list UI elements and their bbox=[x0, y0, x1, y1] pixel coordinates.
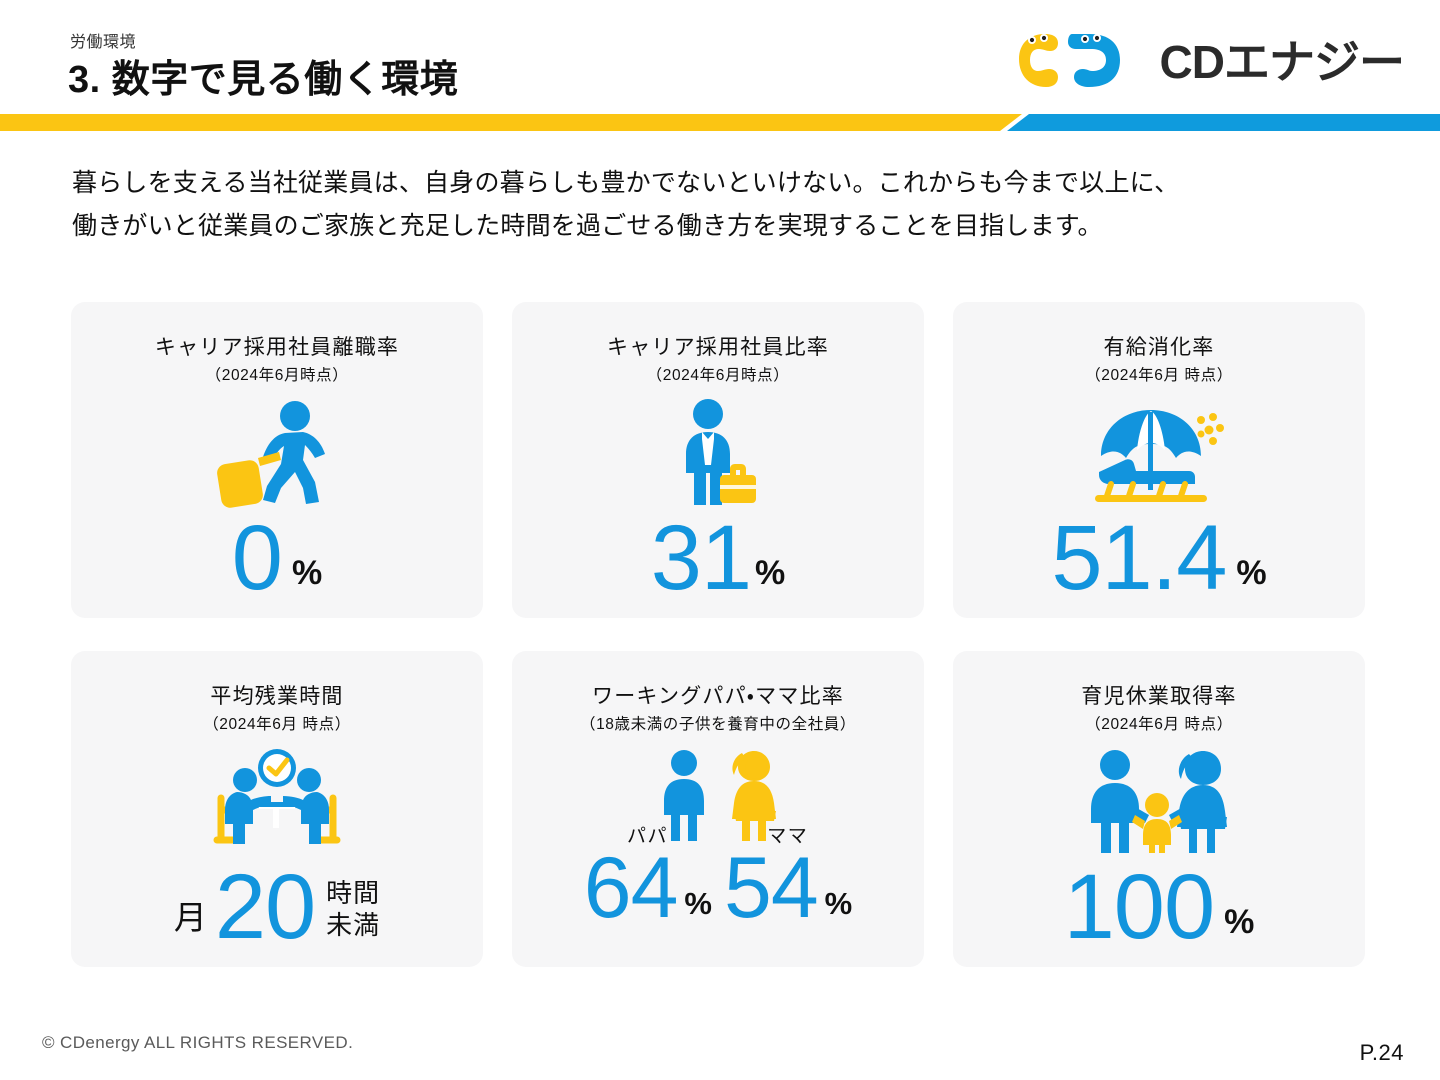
metric-number: 54 bbox=[724, 839, 819, 936]
lead-line-2: 働きがいと従業員のご家族と充足した時間を過ごせる働き方を実現することを目指します… bbox=[72, 212, 1103, 240]
metric-suffix-line-2: 未満 bbox=[326, 910, 381, 940]
metric-number: 100 bbox=[1063, 855, 1215, 958]
man-and-woman-figures-icon bbox=[512, 747, 924, 847]
card-title: 育児休業取得率 bbox=[1081, 685, 1237, 708]
metric-card-career-hire-ratio: キャリア採用社員比率 （2024年6月時点） 31 % bbox=[512, 302, 924, 618]
metric-unit: % bbox=[684, 886, 712, 922]
metric-suffix-line-1: 時間 bbox=[326, 878, 381, 909]
card-title: 平均残業時間 bbox=[210, 685, 344, 708]
metric-card-career-hire-turnover-rate: キャリア採用社員離職率 （2024年6月時点） 0 % bbox=[71, 302, 483, 618]
company-logo: CDエナジー bbox=[1016, 26, 1405, 98]
metric-prefix: 月 bbox=[173, 899, 207, 936]
header-divider-bar bbox=[0, 114, 1440, 131]
two-people-meeting-clock-icon bbox=[71, 747, 483, 859]
card-value: 100 % bbox=[953, 855, 1365, 958]
metric-suffix: 時間 未満 bbox=[326, 878, 380, 941]
card-value: 31 % bbox=[512, 506, 924, 609]
card-value: 51.4 % bbox=[953, 506, 1365, 609]
card-subtitle: （2024年6月 時点） bbox=[1085, 716, 1233, 734]
businessman-with-briefcase-icon bbox=[512, 398, 924, 510]
metric-unit: % bbox=[1236, 554, 1267, 593]
metric-number: 0 bbox=[231, 506, 283, 609]
family-parents-child-icon bbox=[953, 747, 1365, 859]
card-subtitle: （2024年6月 時点） bbox=[203, 716, 351, 734]
section-eyebrow: 労働環境 bbox=[70, 34, 137, 51]
metric-dual-item-mama: ママ 54 % bbox=[724, 826, 853, 936]
walking-person-with-suitcase-icon bbox=[71, 398, 483, 510]
metric-card-working-parents-ratio: ワーキングパパ・ママ比率 （18歳未満の子供を養育中の全社員） パパ 64 % bbox=[512, 651, 924, 967]
metric-card-paid-leave-usage-rate: 有給消化率 （2024年6月 時点） 5 bbox=[953, 302, 1365, 618]
card-title: 有給消化率 bbox=[1103, 336, 1215, 359]
lead-line-1: 暮らしを支える当社従業員は、自身の暮らしも豊かでないといけない。これからも今まで… bbox=[72, 169, 1180, 197]
metric-card-childcare-leave-rate: 育児休業取得率 （2024年6月 時点） bbox=[953, 651, 1365, 967]
card-title: キャリア採用社員比率 bbox=[607, 336, 829, 359]
card-title: ワーキングパパ・ママ比率 bbox=[592, 685, 844, 708]
metric-unit: % bbox=[1224, 903, 1255, 942]
card-value: パパ 64 % ママ 54 % bbox=[512, 826, 924, 936]
card-value: 月 20 時間 未満 bbox=[71, 855, 483, 958]
metric-number: 20 bbox=[214, 855, 316, 958]
card-value: 0 % bbox=[71, 506, 483, 609]
metric-number: 51.4 bbox=[1051, 506, 1227, 609]
card-subtitle: （2024年6月時点） bbox=[205, 367, 349, 385]
logo-wordmark: CDエナジー bbox=[1159, 36, 1405, 88]
card-subtitle: （2024年6月 時点） bbox=[1085, 367, 1233, 385]
slide-header: 労働環境 3. 数字で見る働く環境 CDエナジー bbox=[0, 0, 1440, 131]
metric-dual-item-papa: パパ 64 % bbox=[583, 826, 712, 936]
cd-mascot-logo-icon bbox=[1018, 34, 1120, 87]
metric-unit: % bbox=[824, 886, 853, 922]
metric-card-average-overtime-hours: 平均残業時間 （2024年6月 時点） bbox=[71, 651, 483, 967]
copyright-text: © CDenergy ALL RIGHTS RESERVED. bbox=[42, 1033, 354, 1052]
lead-paragraph: 暮らしを支える当社従業員は、自身の暮らしも豊かでないといけない。これからも今まで… bbox=[72, 162, 1372, 248]
beach-umbrella-lounger-icon bbox=[953, 398, 1365, 510]
metric-number: 64 bbox=[583, 839, 679, 936]
metric-card-grid: キャリア採用社員離職率 （2024年6月時点） 0 % キャリア採用社員比率 （… bbox=[71, 302, 1369, 967]
card-subtitle: （18歳未満の子供を養育中の全社員） bbox=[579, 716, 857, 734]
metric-dual-label: ママ bbox=[767, 825, 809, 847]
page-number: P.24 bbox=[1359, 1040, 1404, 1065]
card-title: キャリア採用社員離職率 bbox=[154, 336, 400, 359]
metric-dual-label: パパ bbox=[626, 825, 668, 847]
page-title: 3. 数字で見る働く環境 bbox=[68, 59, 459, 101]
metric-unit: % bbox=[291, 554, 323, 593]
metric-number: 31 bbox=[650, 506, 752, 609]
metric-unit: % bbox=[755, 554, 786, 593]
card-subtitle: （2024年6月時点） bbox=[646, 367, 790, 385]
